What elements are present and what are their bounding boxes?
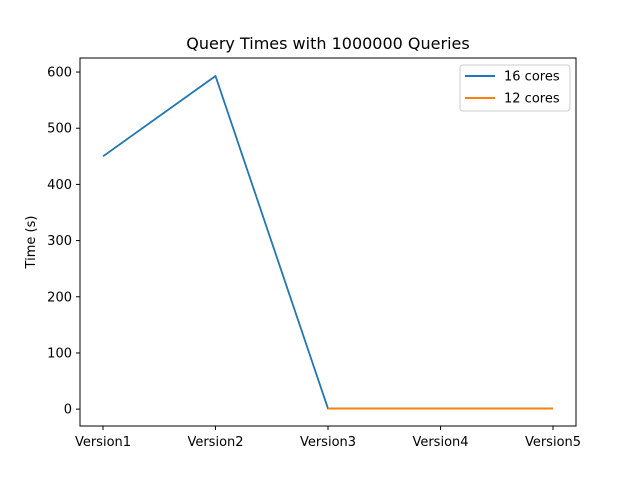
chart-title: Query Times with 1000000 Queries — [186, 34, 469, 53]
x-tick-label: Version4 — [412, 435, 468, 450]
y-axis-label: Time (s) — [24, 216, 39, 270]
y-tick-label: 600 — [47, 66, 72, 81]
y-tick-label: 0 — [64, 403, 72, 418]
plot-frame — [79, 57, 577, 427]
y-tick-label: 200 — [47, 290, 72, 305]
legend-label: 16 cores — [504, 70, 560, 85]
legend: 16 cores 12 cores — [459, 64, 571, 112]
y-axis: 0 100 200 300 400 500 600 — [47, 66, 80, 418]
x-tick-label: Version2 — [187, 435, 243, 450]
x-tick-label: Version3 — [300, 435, 356, 450]
y-tick-label: 100 — [47, 346, 72, 361]
x-axis: Version1 Version2 Version3 Version4 Version5 — [75, 426, 581, 450]
x-tick-label: Version1 — [75, 435, 131, 450]
legend-label: 12 cores — [504, 92, 560, 107]
x-tick-label: Version5 — [525, 435, 581, 450]
series-line-1 — [102, 75, 553, 410]
y-tick-label: 500 — [47, 122, 72, 137]
y-tick-label: 300 — [47, 234, 72, 249]
y-tick-label: 400 — [47, 178, 72, 193]
series-lines — [102, 75, 553, 410]
